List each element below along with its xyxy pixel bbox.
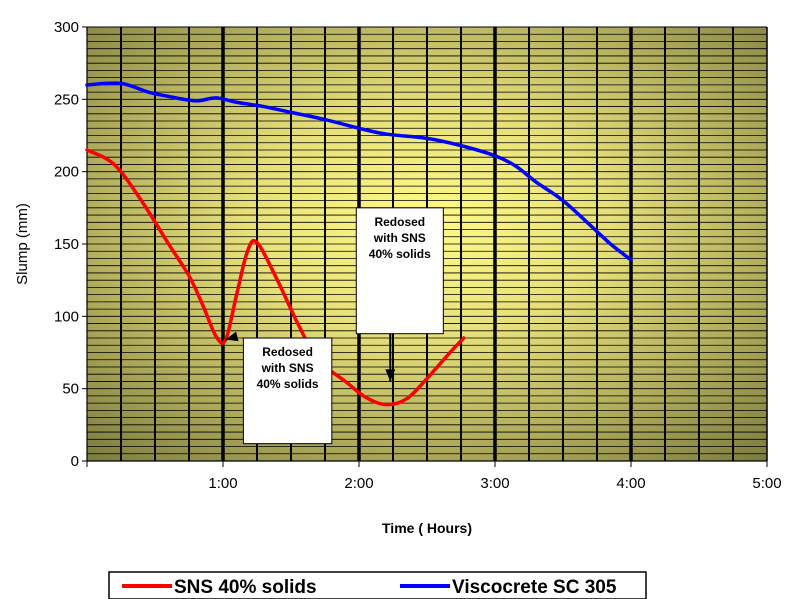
x-tick-label: 2:00 xyxy=(344,475,373,492)
y-tick-labels: 0 50 100 150 200 250 300 xyxy=(54,19,79,470)
y-tick-label: 0 xyxy=(71,453,79,470)
x-tick-label: 3:00 xyxy=(480,475,509,492)
annotation-arrowhead xyxy=(225,331,239,342)
legend-label-viscocrete: Viscocrete SC 305 xyxy=(452,577,617,598)
annotation-0: Redosed with SNS 40% solids xyxy=(225,331,333,445)
y-axis-title: Slump (mm) xyxy=(14,203,31,285)
y-tick-label: 150 xyxy=(54,236,79,253)
x-tick-label: 5:00 xyxy=(752,475,781,492)
axes xyxy=(82,26,768,467)
y-tick-label: 200 xyxy=(54,164,79,181)
legend: SNS 40% solids Viscocrete SC 305 xyxy=(108,571,647,599)
y-tick-label: 300 xyxy=(54,19,79,36)
x-axis-title: Time ( Hours) xyxy=(382,520,472,536)
x-tick-label: 1:00 xyxy=(208,475,237,492)
series-line-1 xyxy=(85,81,633,262)
series-lines xyxy=(85,81,633,407)
y-tick-label: 250 xyxy=(54,91,79,108)
annotation-text: 40% solids xyxy=(369,247,431,261)
x-tick-label: 4:00 xyxy=(616,475,645,492)
annotation-text: Redosed xyxy=(374,215,425,229)
annotations: Redosed with SNS 40% solids Redosed with SNS… xyxy=(225,207,444,445)
annotation-text: Redosed xyxy=(262,345,313,359)
legend-label-sns: SNS 40% solids xyxy=(174,577,317,598)
x-tick-labels: 1:00 2:00 3:00 4:00 5:00 xyxy=(208,475,781,492)
annotation-text: 40% solids xyxy=(257,377,319,391)
annotation-1: Redosed with SNS 40% solids xyxy=(355,207,444,382)
annotation-box xyxy=(355,207,444,335)
annotation-text: with SNS xyxy=(261,361,314,375)
legend-box xyxy=(108,571,647,599)
y-tick-label: 50 xyxy=(62,381,79,398)
annotation-box xyxy=(242,337,333,445)
annotation-text: with SNS xyxy=(373,231,426,245)
series-line-0 xyxy=(85,148,466,407)
annotation-arrowhead xyxy=(385,369,396,382)
y-tick-label: 100 xyxy=(54,308,79,325)
